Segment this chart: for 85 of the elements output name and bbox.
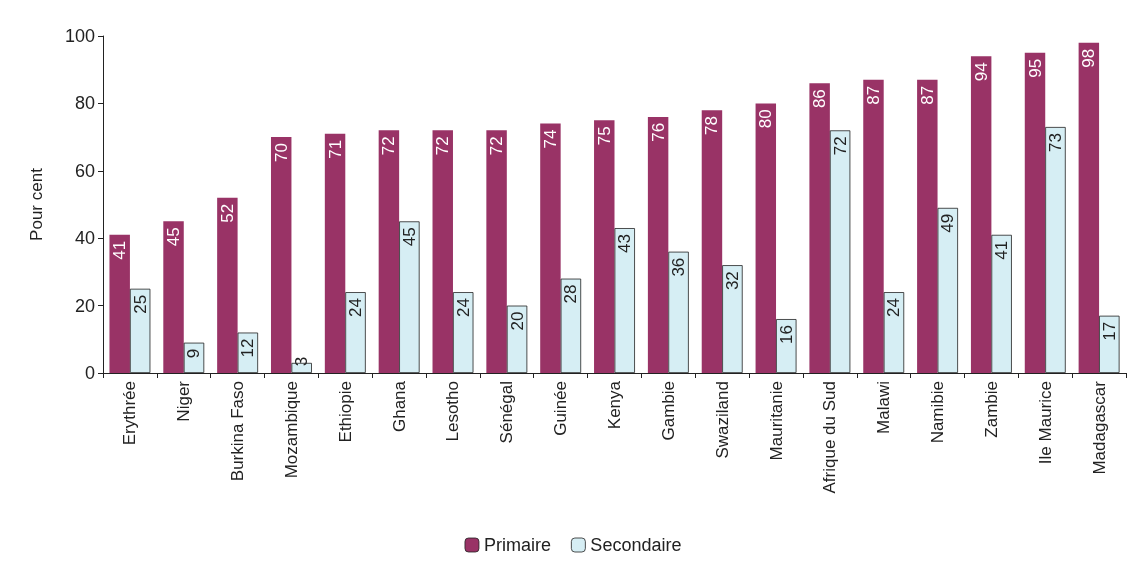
x-tick-label: Burkina Faso [228, 381, 248, 482]
bar [432, 130, 453, 373]
data-label: 52 [217, 203, 237, 223]
x-tick-label: Erythrée [120, 381, 140, 446]
data-label: 9 [184, 348, 204, 359]
data-label: 71 [325, 139, 345, 159]
data-label: 36 [669, 257, 689, 277]
data-label: 75 [594, 126, 614, 146]
x-tick-label: Malawi [874, 381, 894, 434]
legend-label: Secondaire [590, 535, 682, 555]
bar [324, 133, 346, 373]
data-label: 12 [238, 338, 258, 358]
data-label: 86 [810, 89, 830, 109]
data-label: 72 [830, 136, 850, 156]
x-tick-label: Niger [174, 380, 194, 422]
x-tick-label: Namibie [928, 381, 948, 444]
bar [217, 197, 238, 373]
data-label: 24 [346, 298, 366, 318]
bar [809, 83, 830, 373]
x-tick-label: Sénégal [497, 381, 517, 444]
x-tick-label: Gambie [658, 381, 678, 441]
data-label: 87 [917, 85, 937, 105]
x-tick-label: Afrique du Sud [820, 381, 840, 494]
x-tick-label: Kenya [605, 380, 624, 430]
data-label: 28 [561, 284, 581, 304]
bar [701, 110, 723, 373]
x-tick-label: Ile Maurice [1035, 381, 1055, 465]
bar [486, 130, 507, 373]
data-label: 41 [110, 240, 130, 260]
y-tick-label: 20 [74, 295, 95, 316]
bar [970, 56, 992, 373]
bar [917, 79, 938, 373]
x-tick-label: Zambie [981, 381, 1001, 438]
x-tick-label: Ethiopie [335, 381, 355, 443]
bar [378, 130, 400, 373]
data-label: 72 [487, 136, 507, 156]
y-axis-title: Pour cent [27, 167, 46, 241]
x-tick-label: Lesotho [443, 381, 463, 442]
bar [1024, 52, 1046, 373]
data-label: 49 [938, 213, 958, 233]
data-label: 24 [884, 298, 904, 318]
bar [540, 123, 561, 373]
y-tick-label: 60 [74, 160, 95, 181]
data-label: 20 [507, 311, 527, 331]
data-label: 3 [292, 356, 312, 367]
data-label: 87 [863, 85, 883, 105]
bar [647, 116, 669, 373]
data-label: 45 [164, 227, 184, 247]
bar [270, 137, 292, 373]
data-label: 73 [1045, 132, 1065, 152]
data-label: 17 [1099, 321, 1119, 341]
x-tick-label: Madagascar [1089, 380, 1109, 475]
data-label: 32 [722, 271, 742, 291]
y-tick-label: 100 [64, 26, 95, 46]
bar [109, 234, 130, 373]
y-tick-label: 0 [84, 363, 95, 383]
y-tick-label: 80 [74, 93, 95, 114]
x-tick-label: Guinée [551, 381, 571, 436]
data-label: 70 [271, 143, 291, 163]
data-label: 78 [702, 116, 722, 136]
bar [863, 79, 884, 373]
bar [594, 120, 615, 373]
data-label: 94 [971, 62, 991, 82]
data-label: 95 [1025, 58, 1045, 78]
x-tick-label: Mauritanie [766, 381, 786, 461]
x-tick-label: Swaziland [712, 381, 732, 459]
data-label: 98 [1079, 48, 1099, 68]
x-tick-label: Ghana [389, 380, 409, 433]
data-label: 45 [399, 227, 419, 247]
data-label: 74 [540, 129, 560, 149]
bar [163, 221, 184, 373]
legend-label: Primaire [483, 535, 551, 555]
data-label: 16 [776, 325, 796, 344]
data-label: 76 [648, 122, 668, 142]
data-label: 80 [756, 109, 776, 129]
x-tick-label: Mozambique [281, 381, 301, 479]
data-label: 72 [433, 136, 453, 156]
data-label: 41 [992, 240, 1012, 260]
data-label: 72 [379, 136, 399, 156]
data-label: 43 [615, 234, 635, 254]
bar [755, 103, 777, 373]
data-label: 24 [453, 298, 473, 318]
y-tick-label: 40 [74, 228, 95, 249]
data-label: 25 [130, 294, 150, 314]
bar [1078, 42, 1100, 373]
